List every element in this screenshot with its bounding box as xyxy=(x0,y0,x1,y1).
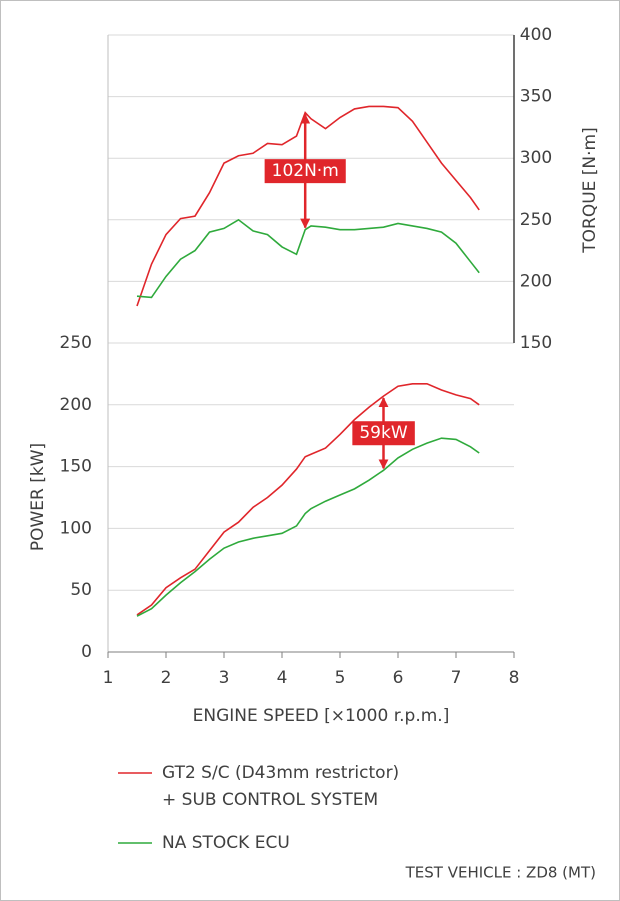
x-tick-label: 5 xyxy=(335,668,346,688)
annotation-box xyxy=(352,421,415,446)
x-tick-label: 4 xyxy=(277,668,288,688)
y-tick-label: 0 xyxy=(81,642,92,662)
y2-tick-label: 350 xyxy=(520,87,552,107)
power-line xyxy=(136,382,480,616)
y2-tick-label: 150 xyxy=(520,333,552,353)
y2-tick-label: 400 xyxy=(520,25,552,45)
y-tick-label: 200 xyxy=(60,395,92,415)
x-tick-label: 7 xyxy=(451,668,462,688)
annotation-label: 102N·m xyxy=(272,161,339,181)
y-axis-title: POWER [kW] xyxy=(28,443,48,551)
x-tick-label: 2 xyxy=(161,668,172,688)
annotation-box xyxy=(264,159,346,184)
x-tick-label: 1 xyxy=(103,668,114,688)
y-tick-label: 100 xyxy=(60,518,92,538)
x-axis-title: ENGINE SPEED [×1000 r.p.m.] xyxy=(193,706,450,726)
annotation-label: 59kW xyxy=(359,423,407,443)
power-line xyxy=(136,437,480,617)
y2-tick-label: 300 xyxy=(520,148,552,168)
legend-label: NA STOCK ECU xyxy=(162,833,290,853)
y-tick-label: 150 xyxy=(60,457,92,477)
x-tick-label: 8 xyxy=(509,668,520,688)
y2-axis-title: TORQUE [N·m] xyxy=(580,127,600,254)
x-tick-label: 3 xyxy=(219,668,230,688)
y2-tick-label: 250 xyxy=(520,210,552,230)
y-tick-label: 50 xyxy=(70,580,92,600)
y2-tick-label: 200 xyxy=(520,271,552,291)
note: TEST VEHICLE : ZD8 (MT) xyxy=(405,864,596,882)
y-tick-label: 250 xyxy=(60,333,92,353)
legend-label: + SUB CONTROL SYSTEM xyxy=(162,790,378,810)
x-tick-label: 6 xyxy=(393,668,404,688)
legend-label: GT2 S/C (D43mm restrictor) xyxy=(162,763,399,783)
